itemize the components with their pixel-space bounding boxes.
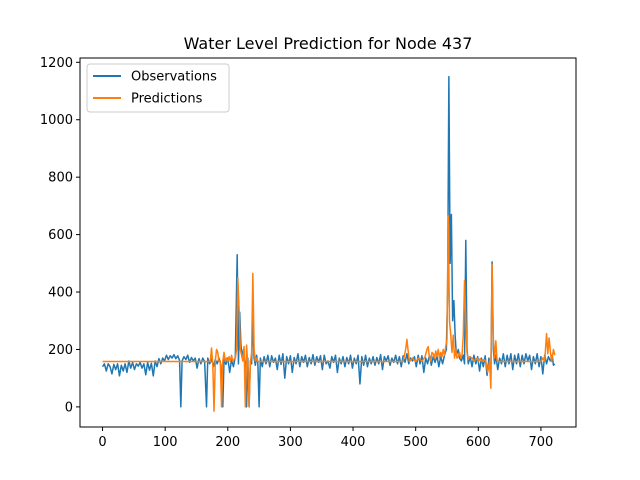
legend-label: Predictions — [131, 92, 203, 107]
y-tick-label: 200 — [48, 343, 73, 358]
y-tick-label: 800 — [48, 171, 73, 186]
plot-frame — [79, 57, 577, 428]
x-tick-label: 600 — [466, 435, 491, 450]
legend-label: Observations — [131, 70, 217, 85]
chart-title: Water Level Prediction for Node 437 — [184, 34, 473, 53]
y-tick-label: 600 — [48, 228, 73, 243]
x-tick-label: 0 — [98, 435, 106, 450]
x-tick-label: 200 — [215, 435, 240, 450]
y-tick-label: 1000 — [40, 113, 73, 128]
axes-layer: 0 100 200 300 400 500 600 700 0 200 400 600 800 1000 1… — [40, 56, 553, 450]
series-layer — [101, 75, 556, 412]
y-tick-label: 1200 — [40, 56, 73, 71]
y-tick-label: 0 — [65, 400, 73, 415]
x-tick-label: 400 — [341, 435, 366, 450]
x-tick-label: 100 — [153, 435, 178, 450]
legend: Observations Predictions — [86, 63, 230, 113]
x-tick-label: 300 — [278, 435, 303, 450]
x-tick-label: 500 — [403, 435, 428, 450]
series-line-predictions — [102, 215, 556, 412]
x-tick-label: 700 — [529, 435, 554, 450]
y-tick-label: 400 — [48, 286, 73, 301]
series-line-observations — [101, 75, 556, 408]
legend-box — [86, 63, 230, 113]
